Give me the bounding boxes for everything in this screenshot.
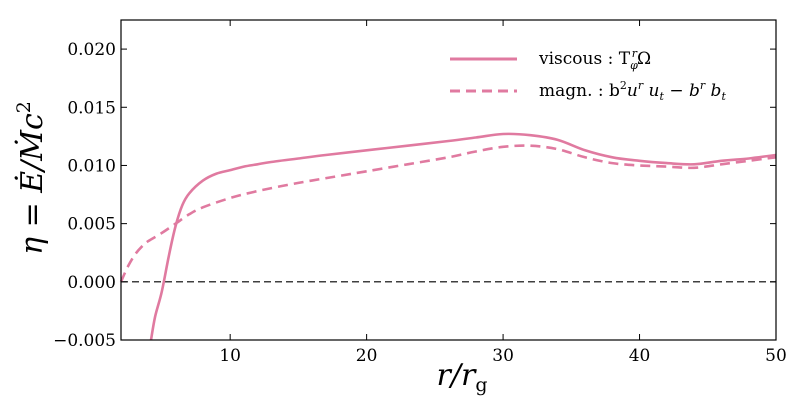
series-layer — [119, 132, 777, 341]
x-tick-label: 50 — [765, 346, 787, 366]
plot-background — [121, 20, 776, 340]
y-tick-label: −0.005 — [53, 331, 116, 351]
x-tick-label: 10 — [219, 346, 241, 366]
legend-label-viscous-main: viscous : T — [538, 49, 631, 69]
x-tick-label: 30 — [492, 346, 514, 366]
y-tick-label: 0.005 — [67, 215, 116, 235]
legend-label-viscous-sub: φ — [630, 59, 638, 72]
y-tick-label: 0.000 — [67, 273, 116, 293]
x-tick-label: 20 — [356, 346, 378, 366]
legend-label-magnetic-main: magn. : b — [539, 81, 620, 101]
y-axis-title: η = Ė/Ṁc2 — [13, 101, 50, 255]
x-tick-label: 40 — [629, 346, 651, 366]
x-axis-title: r/rg — [437, 358, 488, 396]
legend-label-viscous-tail: Ω — [637, 49, 651, 69]
ticks-layer: 10 20 30 40 50 −0.005 0.000 0.005 0.010 0.015 0.02… — [53, 20, 787, 366]
y-tick-label: 0.020 — [67, 40, 116, 60]
legend-label-magnetic: magn. : b2ur ut − br bt — [539, 79, 726, 103]
legend-label-viscous-sup: r — [632, 47, 638, 60]
y-tick-label: 0.015 — [67, 98, 116, 118]
series-magnetic-line — [119, 144, 777, 283]
legend: viscous : TφrΩ magn. : b2ur ut − br bt — [450, 47, 726, 103]
plot-frame — [120, 19, 777, 341]
y-tick-label: 0.010 — [67, 156, 116, 176]
series-viscous-line — [149, 132, 777, 341]
legend-label-viscous: viscous : TφrΩ — [538, 47, 651, 72]
